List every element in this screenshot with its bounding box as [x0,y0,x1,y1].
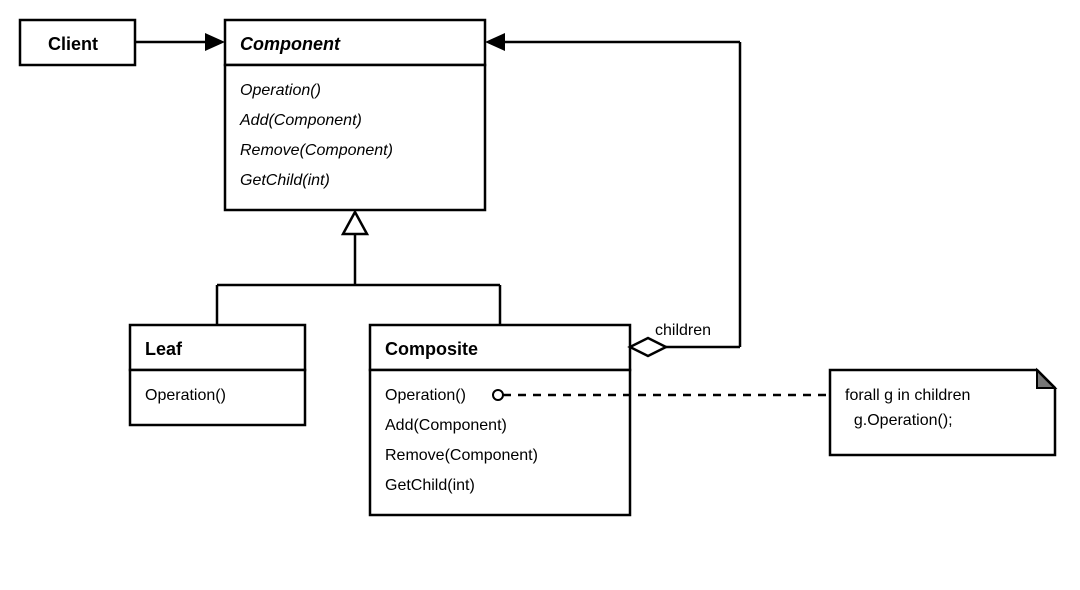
component-title: Component [240,34,341,54]
note-line-1: g.Operation(); [845,412,953,429]
component-method-3: GetChild(int) [240,172,330,189]
leaf-class: Leaf Operation() [130,325,305,425]
component-method-2: Remove(Component) [240,142,393,159]
leaf-title: Leaf [145,339,183,359]
component-method-1: Add(Component) [239,112,362,129]
aggregation-label: children [655,322,711,339]
component-method-0: Operation() [240,82,321,99]
composite-class: Composite Operation() Add(Component) Rem… [370,325,630,515]
note-line-0: forall g in children [845,387,970,404]
client-class: Client [20,20,135,65]
composite-pattern-diagram: Client Component Operation() Add(Compone… [0,0,1080,590]
component-class: Component Operation() Add(Component) Rem… [225,20,485,210]
composite-title: Composite [385,339,478,359]
composite-method-1: Add(Component) [385,417,507,434]
composite-method-0: Operation() [385,387,466,404]
generalization-edge [217,212,500,325]
leaf-method-0: Operation() [145,387,226,404]
client-title: Client [48,34,98,54]
client-to-component-edge [135,33,225,51]
operation-note: forall g in children g.Operation(); [830,370,1055,455]
aggregation-edge: children [485,33,740,356]
composite-method-2: Remove(Component) [385,447,538,464]
composite-method-3: GetChild(int) [385,477,475,494]
